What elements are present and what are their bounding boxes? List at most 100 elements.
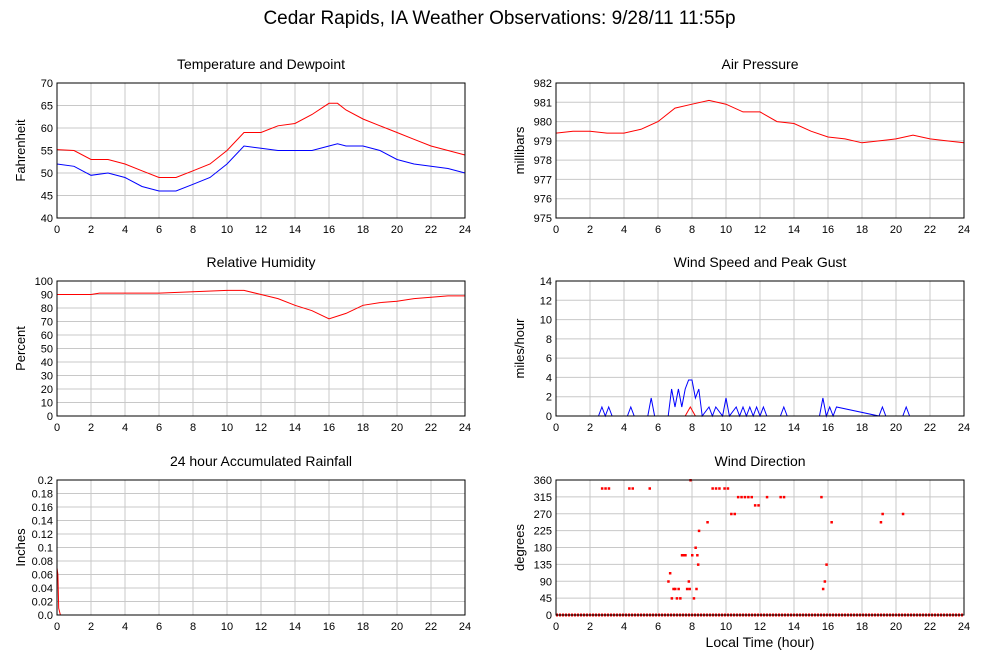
- x-tick-label: 14: [788, 621, 800, 633]
- x-tick-label: 16: [323, 422, 335, 434]
- data-point: [711, 487, 714, 490]
- series-line-1: [684, 405, 696, 417]
- x-tick-label: 4: [621, 224, 627, 236]
- data-point: [747, 495, 750, 499]
- y-tick-label: 40: [41, 213, 53, 225]
- y-tick-label: 65: [41, 101, 53, 113]
- x-tick-label: 24: [459, 224, 471, 236]
- x-tick-label: 12: [255, 224, 267, 236]
- x-tick-label: 4: [621, 621, 627, 633]
- y-tick-label: 8: [546, 334, 552, 346]
- x-tick-label: 14: [289, 422, 301, 434]
- y-tick-label: 0.16: [32, 502, 53, 514]
- x-tick-label: 22: [425, 422, 437, 434]
- data-point: [679, 597, 682, 600]
- data-point: [782, 495, 786, 499]
- x-tick-label: 24: [459, 422, 471, 434]
- x-tick-label: 0: [54, 621, 60, 633]
- y-tick-label: 10: [41, 398, 53, 410]
- y-axis-label: Inches: [13, 528, 28, 567]
- y-tick-label: 6: [546, 353, 552, 365]
- x-tick-label: 16: [822, 224, 834, 236]
- y-tick-label: 180: [534, 543, 552, 555]
- data-point: [733, 512, 736, 516]
- x-tick-label: 0: [54, 422, 60, 434]
- data-point: [779, 495, 782, 499]
- x-axis-label: Local Time (hour): [705, 634, 815, 650]
- data-point: [691, 554, 694, 557]
- data-point: [730, 512, 733, 516]
- x-tick-label: 6: [156, 621, 162, 633]
- y-tick-label: 80: [41, 303, 53, 315]
- y-tick-label: 0.06: [32, 570, 53, 582]
- data-point: [648, 487, 651, 490]
- x-tick-label: 18: [856, 621, 868, 633]
- plot-frame: [56, 280, 466, 417]
- y-tick-label: 976: [534, 194, 552, 206]
- data-point: [820, 495, 823, 499]
- chart-title: Air Pressure: [721, 56, 798, 72]
- y-tick-label: 0.02: [32, 597, 53, 609]
- y-tick-label: 978: [534, 155, 552, 167]
- data-point: [695, 587, 698, 591]
- y-tick-label: 45: [540, 593, 552, 605]
- y-axis-label: Fahrenheit: [13, 119, 28, 182]
- x-tick-label: 2: [88, 621, 94, 633]
- data-point: [682, 554, 685, 557]
- x-tick-label: 6: [655, 224, 661, 236]
- data-point: [688, 587, 691, 591]
- x-tick-label: 20: [391, 422, 403, 434]
- x-tick-label: 8: [689, 224, 695, 236]
- y-tick-label: 0.2: [38, 475, 53, 487]
- y-tick-label: 0: [546, 610, 552, 622]
- x-tick-label: 6: [655, 621, 661, 633]
- x-tick-label: 24: [958, 224, 970, 236]
- y-tick-label: 20: [41, 384, 53, 396]
- y-tick-label: 0.04: [32, 583, 53, 595]
- y-axis-label: degrees: [512, 524, 527, 571]
- x-tick-label: 22: [425, 224, 437, 236]
- data-point: [685, 587, 689, 591]
- x-tick-label: 20: [890, 224, 902, 236]
- y-tick-label: 40: [41, 357, 53, 369]
- y-tick-label: 975: [534, 213, 552, 225]
- data-point: [672, 587, 675, 591]
- y-tick-label: 979: [534, 136, 552, 148]
- x-tick-label: 16: [323, 621, 335, 633]
- y-tick-label: 981: [534, 97, 552, 109]
- data-point: [674, 587, 677, 591]
- y-tick-label: 55: [41, 146, 53, 158]
- x-tick-label: 18: [856, 422, 868, 434]
- data-point: [677, 587, 680, 591]
- data-point: [607, 487, 611, 490]
- y-tick-label: 135: [534, 559, 552, 571]
- x-tick-label: 4: [621, 422, 627, 434]
- y-axis-label: millibars: [512, 126, 527, 174]
- y-tick-label: 90: [41, 290, 53, 302]
- x-tick-label: 20: [391, 621, 403, 633]
- x-tick-label: 8: [689, 621, 695, 633]
- y-tick-label: 70: [41, 317, 53, 329]
- data-point: [706, 521, 709, 524]
- y-tick-label: 980: [534, 117, 552, 129]
- series-line-1: [56, 143, 466, 192]
- y-tick-label: 0: [47, 411, 53, 423]
- data-point: [684, 554, 687, 557]
- y-tick-label: 360: [534, 475, 552, 487]
- data-point: [743, 495, 747, 499]
- y-tick-label: 60: [41, 123, 53, 135]
- chart-title: Wind Speed and Peak Gust: [674, 254, 847, 270]
- series-line-0: [555, 99, 965, 144]
- data-point: [694, 546, 697, 549]
- data-point: [753, 504, 757, 507]
- data-point: [901, 512, 905, 516]
- x-tick-label: 20: [391, 224, 403, 236]
- data-point: [680, 554, 684, 557]
- page-title: Cedar Rapids, IA Weather Observations: 9…: [263, 8, 736, 29]
- y-tick-label: 0.18: [32, 489, 53, 501]
- x-tick-label: 18: [357, 422, 369, 434]
